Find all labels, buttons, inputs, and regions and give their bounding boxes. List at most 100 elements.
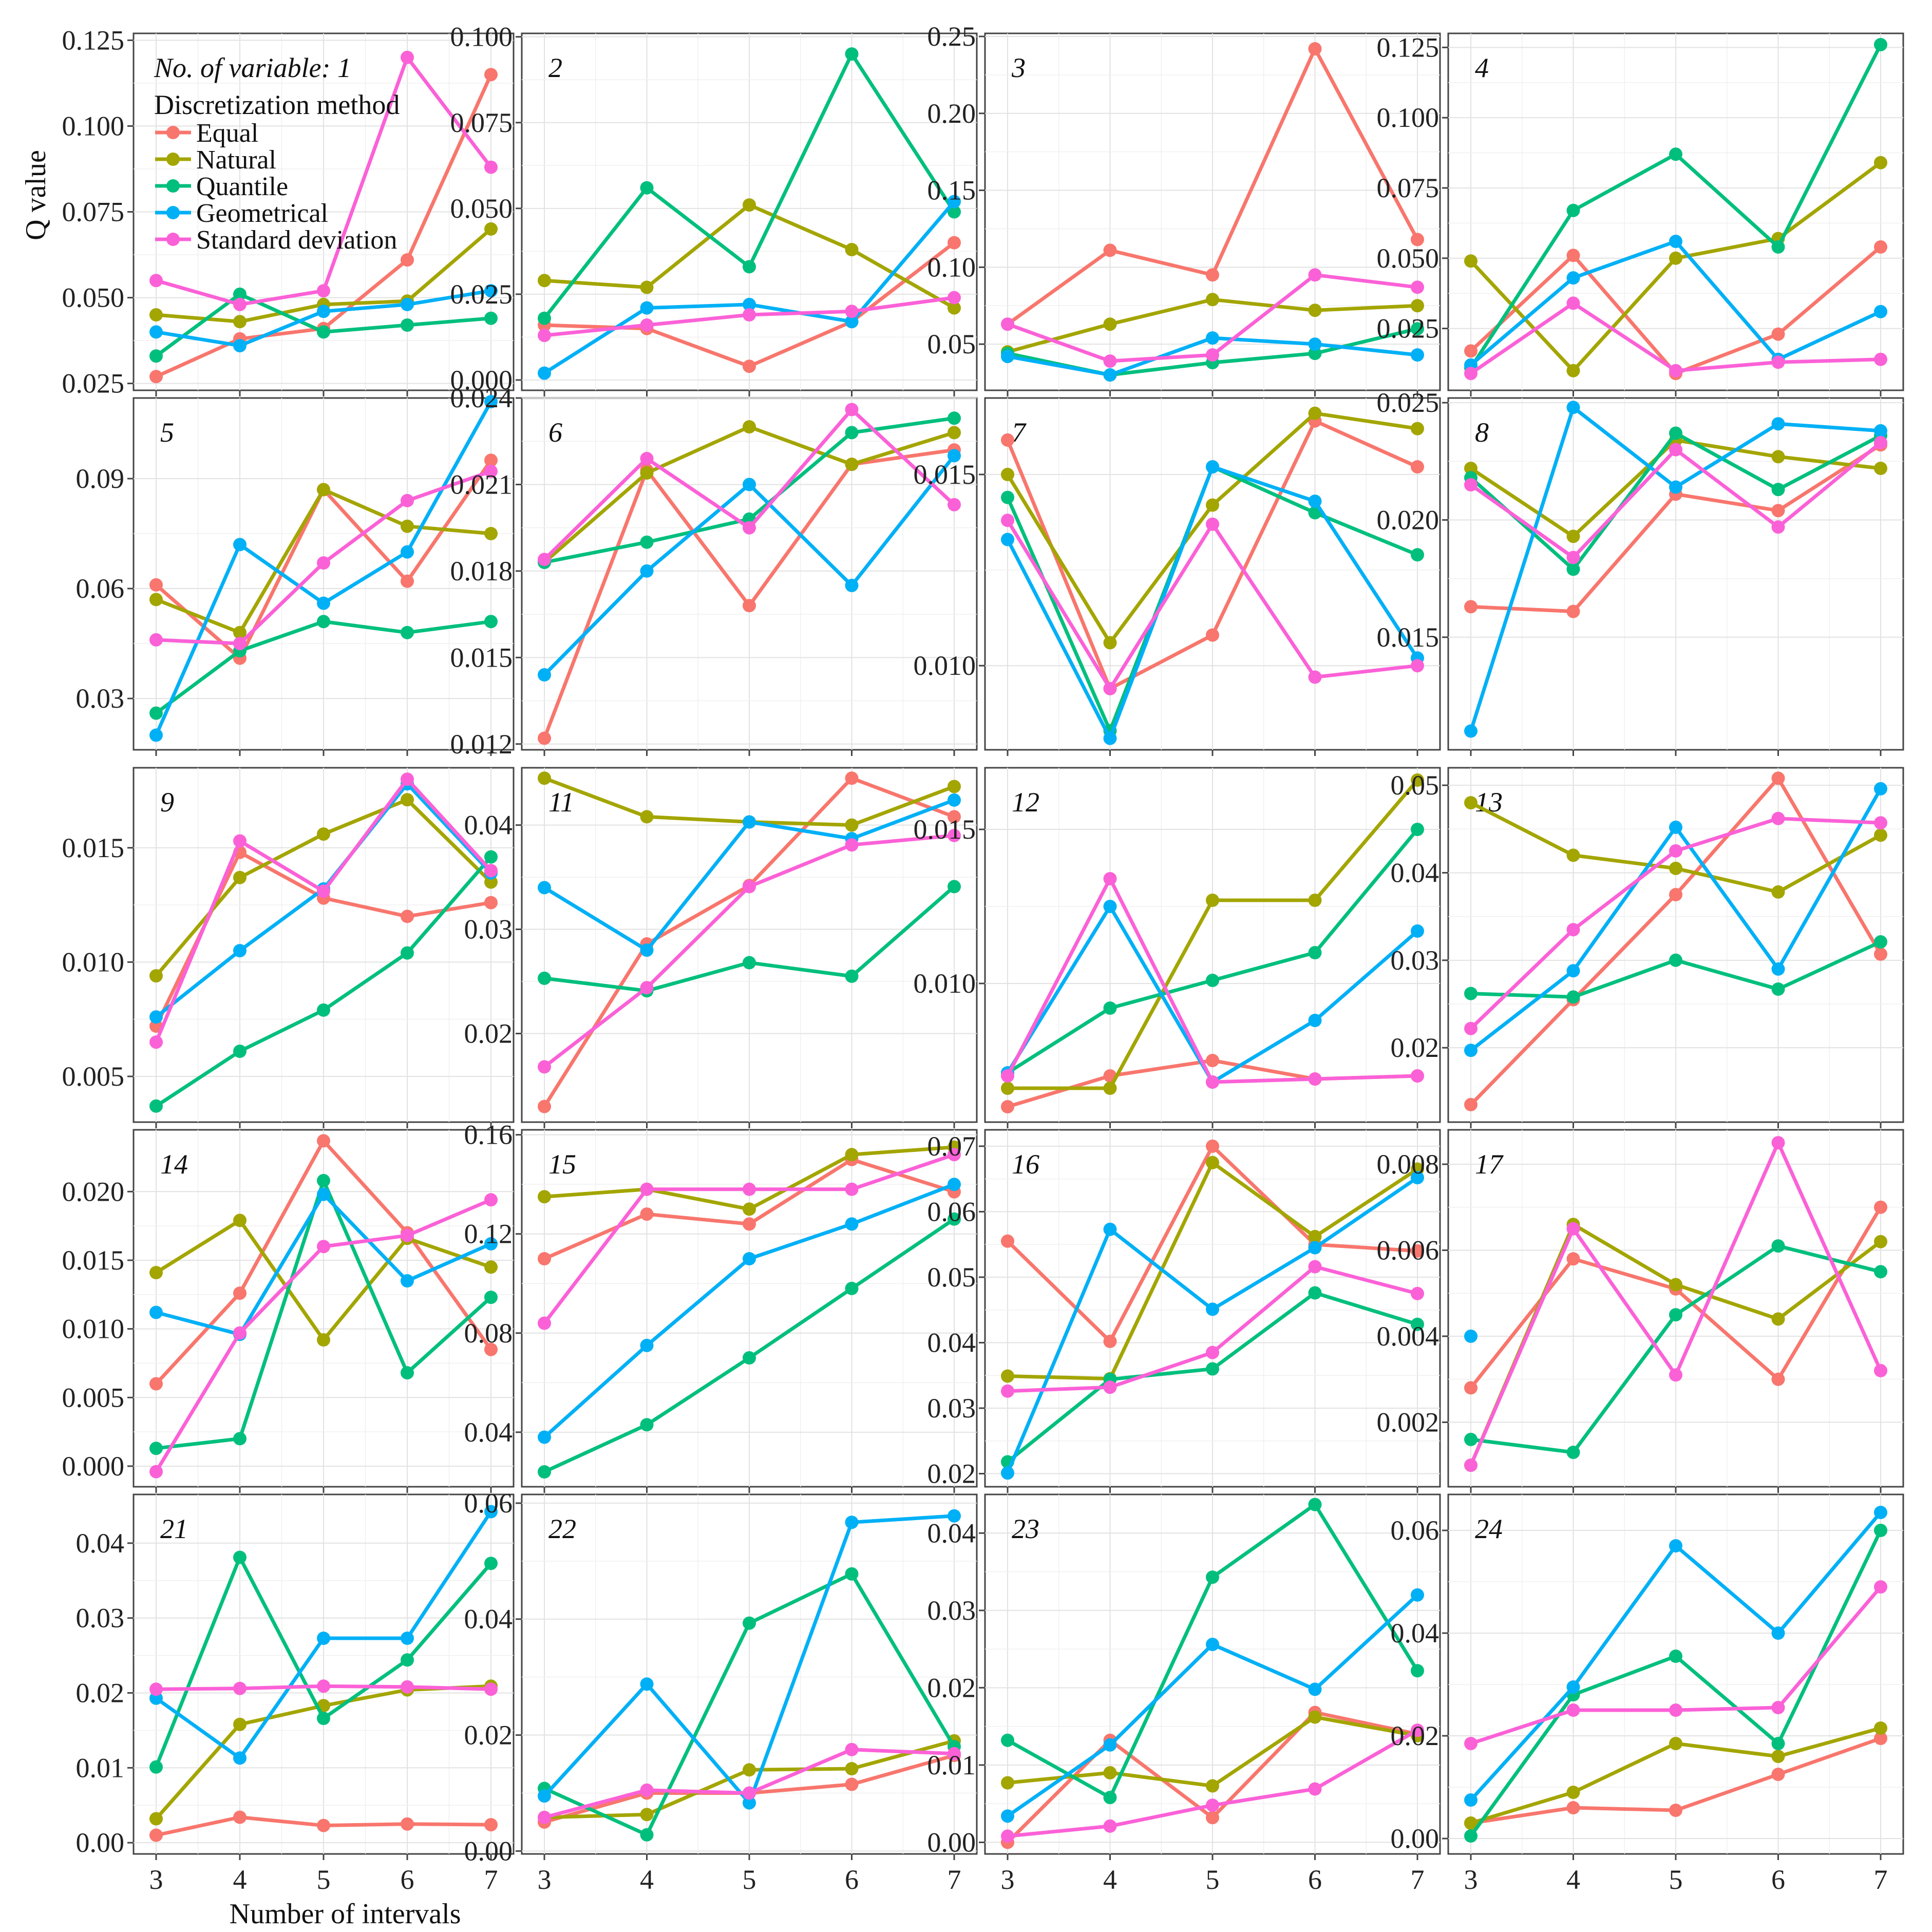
y-tick-label: 0.04 [927,1518,976,1548]
series-natural [1001,773,1424,1095]
data-point [1308,304,1322,317]
series-standard-deviation [538,291,961,343]
data-point [538,1810,551,1824]
data-point [1669,844,1682,858]
data-point [1874,828,1887,842]
data-point [1874,1363,1887,1377]
data-point [1566,529,1580,543]
y-tick-label: 0.08 [464,1318,513,1349]
data-point [1308,894,1322,907]
series-standard-deviation [149,50,498,311]
panel-label: 9 [160,787,174,818]
y-tick-label: 0.015 [450,642,513,673]
data-point [1103,872,1117,885]
y-tick-label: 0.018 [450,556,513,586]
data-point [1206,348,1219,362]
legend-item-natural: Natural [155,145,276,175]
data-point [1771,771,1785,785]
data-point [1874,462,1887,475]
data-point [1103,1819,1117,1833]
data-point [948,498,961,512]
data-point [948,236,961,250]
data-point [401,318,414,332]
series-standard-deviation [538,828,961,1074]
data-point [484,527,498,540]
series-quantile [1001,1286,1424,1469]
data-point [1874,1200,1887,1214]
y-tick-label: 0.00 [464,1835,513,1866]
data-point [743,1616,756,1630]
data-point [743,599,756,613]
data-point [948,880,961,894]
data-point [484,1342,498,1356]
data-point [1411,460,1424,473]
data-point [845,1742,859,1756]
data-point [1001,1809,1014,1823]
panel-6: 0.012 0.015 0.018 0.021 0.024 6 [450,383,978,760]
series-standard-deviation [1464,1580,1887,1750]
data-point [1206,1811,1219,1825]
panel-label: 24 [1475,1513,1503,1544]
data-point [1001,1100,1014,1113]
data-point [1566,1446,1580,1459]
data-point [1464,478,1478,491]
legend-label-natural: Natural [196,145,276,175]
series-standard-deviation [1464,1136,1887,1472]
y-tick-label: 0.06 [927,1196,976,1227]
data-point [1103,243,1117,257]
data-point [1874,935,1887,949]
x-tick-label: 4 [1103,1864,1117,1895]
data-point [640,280,654,294]
data-point [1103,1334,1117,1348]
y-tick-label: 0.020 [1377,504,1439,535]
data-point [1874,352,1887,366]
data-point [1308,1229,1322,1243]
data-point [845,1567,859,1581]
series-geometrical [1464,782,1887,1057]
data-point [1206,974,1219,987]
data-point [401,772,414,786]
data-point [1669,1539,1682,1552]
data-point [1308,268,1322,282]
data-point [1874,947,1887,961]
data-point [1464,462,1478,475]
y-tick-label: 0.020 [62,1176,125,1207]
data-point [149,1305,163,1319]
panel-5: 0.03 0.06 0.09 5 [76,395,515,756]
panel-3: 0.05 0.10 0.15 0.20 0.25 3 [927,21,1441,396]
panel-label: 4 [1475,52,1489,83]
data-point [1566,1703,1580,1717]
data-point [1669,251,1682,265]
data-point [538,1430,551,1444]
y-tick-label: 0.075 [450,107,513,138]
series-equal [149,1134,498,1391]
x-tick-label: 7 [1411,1864,1425,1895]
data-point [1566,848,1580,862]
data-point [1874,435,1887,449]
y-tick-label: 0.010 [62,1314,125,1344]
data-point [1103,317,1117,331]
data-point [484,1557,498,1570]
data-point [1103,1222,1117,1236]
data-point [538,274,551,288]
data-point [1308,347,1322,361]
data-point [484,1291,498,1304]
data-point [401,1653,414,1667]
data-point [233,339,247,353]
data-point [1411,1171,1424,1185]
data-point [149,578,163,592]
panel-4: 0.025 0.050 0.075 0.100 0.125 4 [1377,32,1904,396]
data-point [401,626,414,639]
y-tick-label: 0.04 [464,810,513,841]
panel-20: 3 4 5 6 7 0.00 0.02 0.04 0.06 24 [1391,1493,1904,1895]
data-point [233,1550,247,1564]
data-point [401,1632,414,1645]
y-tick-label: 0.100 [450,22,513,52]
data-point [233,1432,247,1446]
data-point [317,1003,330,1017]
y-tick-label: 0.000 [62,1451,125,1482]
data-point [538,1316,551,1330]
data-point [1103,368,1117,382]
x-axis-title: Number of intervals [230,1898,461,1930]
data-point [317,1819,330,1832]
